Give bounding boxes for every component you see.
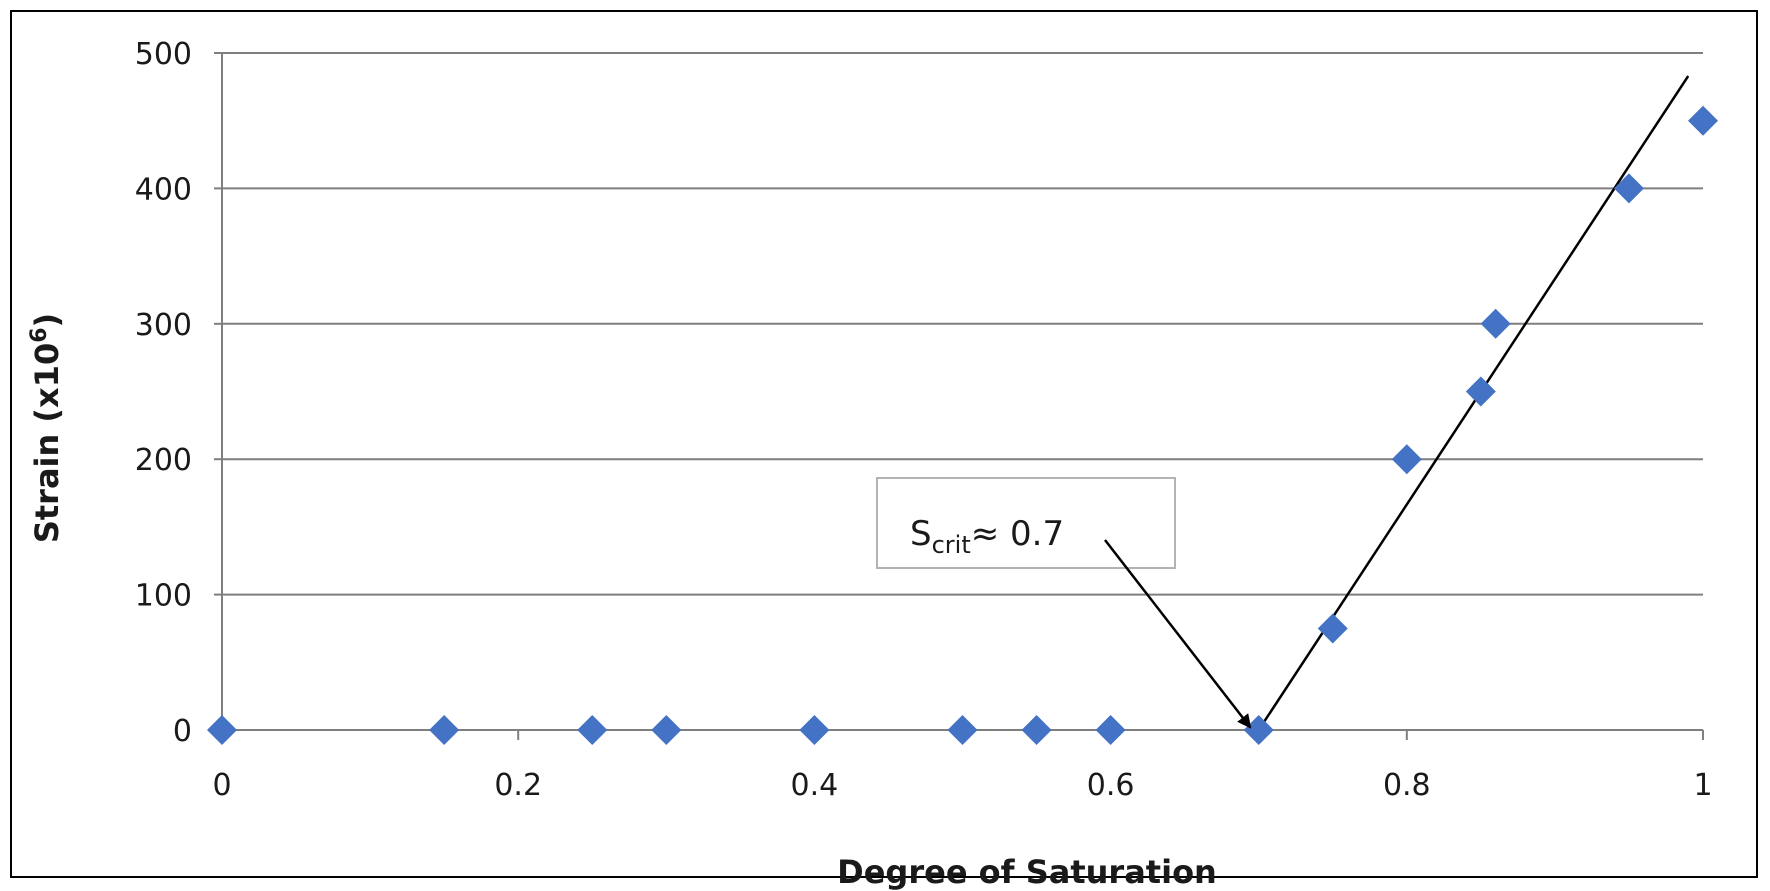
y-tick-label-0: 0 — [173, 714, 192, 749]
annotation-label: Scrit≈ 0.7 — [910, 514, 1064, 559]
chart-frame — [10, 10, 1758, 878]
x-axis-title: Degree of Saturation — [837, 853, 1217, 891]
data-point-14 — [1688, 105, 1718, 136]
y-tick-label-5: 500 — [135, 37, 192, 72]
data-point-1 — [429, 715, 460, 745]
y-axis-title-prefix: Strain (x10 — [28, 343, 66, 543]
y-tick-label-3: 300 — [135, 308, 192, 343]
data-point-10 — [1391, 444, 1422, 475]
data-point-7 — [1095, 715, 1126, 745]
x-tick-label-3: 0.6 — [1087, 768, 1135, 803]
y-tick-label-4: 400 — [135, 172, 192, 207]
x-tick-label-2: 0.4 — [791, 768, 839, 803]
y-tick-label-1: 100 — [135, 579, 192, 614]
data-point-9 — [1317, 613, 1348, 644]
data-point-8 — [1243, 715, 1274, 745]
annotation-arrow — [1104, 539, 1252, 729]
grid-layer — [222, 52, 1703, 731]
data-point-11 — [1465, 376, 1496, 407]
x-tick-label-4: 0.8 — [1383, 768, 1431, 803]
data-point-5 — [947, 715, 978, 745]
annotation-main: S — [910, 514, 932, 554]
data-points — [207, 105, 1718, 745]
y-axis-title: Strain (x106) — [27, 313, 66, 543]
y-axis-title-superscript: 6 — [27, 327, 52, 342]
data-point-4 — [799, 715, 830, 745]
x-tick-label-0: 0 — [212, 768, 231, 803]
data-point-2 — [577, 715, 608, 745]
x-tick-label-1: 0.2 — [494, 768, 542, 803]
annotation-subscript: crit — [932, 531, 971, 559]
data-point-6 — [1021, 715, 1052, 745]
tick-labels: 0 100 200 300 400 500 0 0.2 0.4 0.6 0.8 1 — [135, 37, 1713, 803]
annotation-layer: Scrit≈ 0.7 — [876, 477, 1252, 729]
y-tick-label-2: 200 — [135, 443, 192, 478]
y-axis-title-suffix: ) — [28, 313, 66, 328]
data-point-3 — [651, 715, 682, 745]
data-point-13 — [1613, 173, 1644, 204]
data-point-0 — [207, 715, 237, 745]
data-point-12 — [1480, 308, 1511, 339]
annotation-rest: ≈ 0.7 — [971, 514, 1064, 554]
annotation-box — [876, 477, 1176, 569]
x-tick-label-5: 1 — [1693, 768, 1712, 803]
